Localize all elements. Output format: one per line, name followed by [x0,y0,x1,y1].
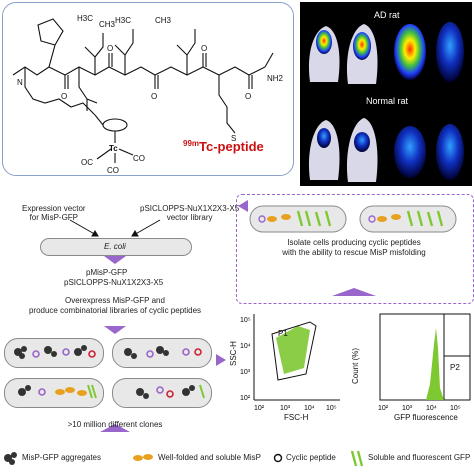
atom-h3c-2: H3C [115,16,131,25]
hist-xtick-1: 10² [378,405,389,412]
legend-fluorescent: Soluble and fluorescent GFP [368,453,471,462]
atom-o-3: O [151,92,157,101]
peptide-structure-panel: N H3C CH3 H3C CH3 O O O O O NH2 S Tc OC … [2,2,294,176]
tc-peptide-title: 99mTc-peptide [183,139,264,154]
arrow-up-clones [100,424,130,432]
atom-co-2: CO [133,154,145,163]
psiclopps-label: pSICLOPPS-NuX1X2X3-X5 [64,278,164,287]
ecoli-label: E. coli [104,242,126,251]
tc-peptide-title-main: Tc-peptide [199,139,264,154]
flow-ylabel: SSC-H [229,341,238,366]
gfp-histogram: P2 Count (%) GFP fluorescence 10² 10³ 10… [351,313,471,422]
atom-nh2: NH2 [267,74,284,83]
hist-ylabel: Count (%) [351,348,360,384]
legend-cyclic: Cyclic peptide [286,453,336,462]
flow-ytick-4: 10⁵ [240,317,251,324]
flow-xlabel: FSC-H [284,413,309,422]
gate-p2-label: P2 [450,363,460,372]
library-contents [14,345,205,399]
legend-folded: Well-folded and soluble MisP [158,453,262,462]
hist-xtick-2: 10³ [402,405,413,412]
hist-xtick-4: 10⁵ [450,405,461,412]
flow-xtick-1: 10² [254,405,265,412]
isolate-caption: Isolate cells producing cyclic peptides … [282,238,426,257]
flow-xtick-3: 10⁴ [304,405,315,412]
atom-ch3-2: CH3 [155,16,172,25]
hist-xlabel: GFP fluorescence [394,413,458,422]
scan-images [308,22,464,182]
atom-o-4: O [201,44,207,53]
tc-peptide-title-sup: 99m [183,139,199,148]
flow-ytick-3: 10⁴ [240,343,251,350]
workflow-arrows [69,219,161,432]
atom-tc: Tc [109,144,118,153]
atom-o-2: O [107,44,113,53]
overexpress-caption: Overexpress MisP-GFP and produce combina… [28,296,202,315]
arrow-down-1 [104,256,126,264]
expression-vector-label: Expression vector for MisP-GFP [22,204,86,222]
flow-xtick-2: 10³ [280,405,291,412]
atom-s: S [231,134,236,143]
arrow-down-2 [104,326,126,334]
flow-scatter-plot: P1 SSC-H FSC-H 10² 10³ 10⁴ 10⁵ 10² 10³ 1… [216,314,340,422]
hist-xtick-3: 10⁴ [426,405,437,412]
pmisp-label: pMisP-GFP [86,268,128,277]
ad-rat-label: AD rat [374,10,400,20]
imaging-panel: AD rat Normal rat [300,2,472,186]
normal-rat-label: Normal rat [366,96,409,106]
gate-p1-label: P1 [278,329,288,338]
clones-caption: >10 million different clones [67,420,163,429]
gfp-peak [426,328,444,400]
atom-ch3-1: CH3 [99,20,116,29]
atom-oc: OC [81,158,93,167]
gate-p1-outline [271,321,317,381]
rescue-cells [238,200,457,296]
flow-ytick-1: 10² [240,395,251,402]
atom-o-1: O [61,92,67,101]
library-vector-label: pSICLOPPS-NuX1X2X3-X5 vector library [140,204,240,222]
flow-xtick-4: 10⁵ [326,405,337,412]
peptide-structure-diagram: N H3C CH3 H3C CH3 O O O O O NH2 S Tc OC … [12,14,284,175]
flow-ytick-2: 10³ [240,369,251,376]
flow-density [276,326,310,374]
legend-icons [4,450,364,467]
atom-n-1: N [17,78,23,87]
atom-o-5: O [245,92,251,101]
legend-aggregates: MisP-GFP aggregates [22,453,101,462]
atom-co-1: CO [107,166,119,175]
ecoli-cell [40,238,192,256]
atom-h3c-1: H3C [77,14,93,23]
